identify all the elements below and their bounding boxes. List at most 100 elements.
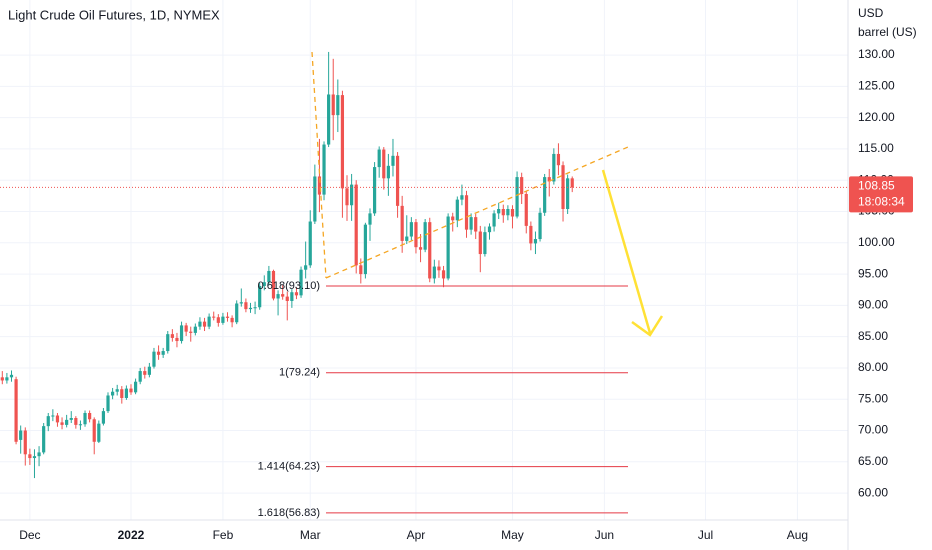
y-tick-label: 60.00 [858,485,888,499]
candle-body [212,316,216,318]
candle-body [570,178,574,188]
candle-body [101,411,106,424]
candle-body [520,177,524,194]
candle-body [524,193,528,226]
candle-body [345,188,349,206]
candle-body [267,270,271,283]
candle-body [97,423,101,442]
candle-body [368,213,372,225]
candle-body [460,195,464,200]
candle-body [400,205,404,241]
candle-body [129,388,133,393]
candle-body [262,282,266,286]
x-tick-label: Mar [300,528,321,542]
candle-body [225,316,230,318]
candle-body [317,176,322,195]
candle-body [446,216,450,279]
candle-body [308,221,312,266]
axes: 60.00 65.00 70.00 75.00 80.00 85.00 90.00 95.00… [19,47,913,542]
candle-body [547,177,551,182]
trend-line [311,51,327,279]
candle-body [492,213,496,227]
candle-body [561,165,565,210]
candle-body [55,415,60,423]
y-tick-label: 70.00 [858,423,888,437]
y-tick-label: 125.00 [858,79,895,93]
candle-body [175,337,179,342]
candle-body [510,209,515,217]
candle-body [418,247,423,250]
candle-body [437,266,441,271]
candle-body [336,95,340,116]
candle-body [74,418,78,425]
candle-body [340,95,345,189]
candle-body [497,209,501,214]
candle-body [161,351,165,355]
x-tick-label: Feb [213,528,234,542]
candle-body [556,153,561,166]
candle-body [166,334,170,352]
candle-body [221,316,225,323]
x-tick-label: May [501,528,524,542]
candle-body [23,430,27,455]
candle-body [78,424,83,426]
candle-body [248,307,253,310]
candle-body [51,415,55,417]
candle-body [156,351,161,355]
candle-body [441,270,446,279]
candle-body [395,155,400,206]
y-tick-label: 95.00 [858,266,888,280]
candle-body [9,374,14,378]
candle-body [193,326,197,333]
y-tick-label: 115.00 [858,141,894,155]
candle-body [32,456,37,459]
candle-body [19,430,23,440]
x-tick-label: 2022 [118,528,145,542]
candle-body [106,395,110,412]
candle-body [299,269,303,296]
trend-line [325,146,629,279]
candle-body [202,321,207,327]
candle-body [111,391,115,396]
candle-body [92,419,96,442]
candle-body [115,389,119,392]
countdown: 18:08:34 [858,195,905,209]
candle-body [46,416,50,427]
candle-body [281,294,285,297]
y-tick-label: 65.00 [858,454,888,468]
candle-body [294,292,299,296]
y-tick-label: 80.00 [858,360,888,374]
candle-body [120,389,124,398]
price-label-box [849,176,913,213]
candle-body [414,222,418,248]
x-tick-label: Jun [595,528,614,542]
y-tick-label: 90.00 [858,298,888,312]
candle-body [372,167,377,214]
candle-body [285,296,289,301]
candle-body [350,184,354,206]
candle-body [207,316,211,327]
candle-body [322,144,326,195]
candle-body [138,371,142,382]
candle-body [382,149,386,179]
candle-body [37,452,41,457]
candle-body [487,226,492,233]
fib-label: 1.618(56.83) [258,507,320,519]
candle-body [253,307,257,309]
candle-body [478,231,482,255]
candle-body [469,217,473,230]
candle-body [386,165,390,179]
candle-body [152,351,156,367]
candle-body [5,377,9,381]
candle-body [179,325,184,342]
x-tick-label: Jul [698,528,713,542]
unit: barrel (US) [858,25,917,39]
candle-body [529,225,533,244]
candle-body [483,232,487,255]
overlay: 0.618(93.10) 1(79.24) 1.414(64.23) 1.618(56… [0,51,848,519]
candle-body [88,412,92,420]
candle-body [566,178,570,210]
candle-body [235,303,239,323]
